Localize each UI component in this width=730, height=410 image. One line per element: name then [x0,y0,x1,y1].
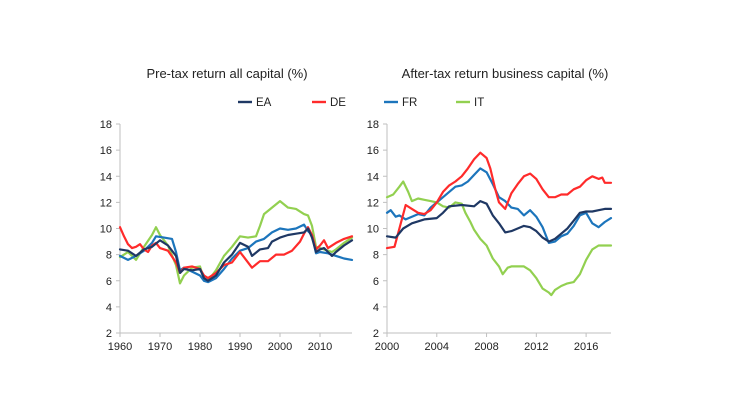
right-series-ea-line [385,200,613,243]
legend-item-de: DE [312,97,346,109]
legend-item-ea: EA [238,97,272,109]
left-y-tick-label: 10 [100,224,112,236]
legend-label-it: IT [474,97,484,109]
right-chart-title: After-tax return business capital (%) [402,66,609,81]
right-y-tick-label: 14 [367,171,379,183]
legend-item-fr: FR [384,97,417,109]
left-series-it-line [118,200,354,285]
right-series-fr-line [385,167,613,244]
right-y-tick-label: 10 [367,224,379,236]
legend-label-de: DE [330,97,346,109]
left-y-tick-label: 6 [106,276,112,288]
right-x-tick-label: 2004 [425,341,449,353]
right-y-tick-label: 18 [367,119,379,131]
right-series-de-line [385,151,613,250]
legend-item-it: IT [456,97,484,109]
left-y-tick-label: 14 [100,171,112,183]
right-y-tick-label: 2 [373,328,379,340]
left-y-tick-label: 16 [100,145,112,157]
right-x-tick-label: 2012 [524,341,548,353]
left-chart-title: Pre-tax return all capital (%) [146,66,307,81]
right-y-tick-label: 8 [373,250,379,262]
left-x-tick-label: 1970 [148,341,172,353]
left-series-fr-line [118,223,354,284]
left-y-tick-label: 12 [100,197,112,209]
left-y-tick-label: 4 [106,302,112,314]
left-x-tick-label: 1990 [228,341,252,353]
right-x-tick-label: 2016 [574,341,598,353]
right-y-tick-label: 6 [373,276,379,288]
right-y-tick-label: 16 [367,145,379,157]
left-y-tick-label: 8 [106,250,112,262]
left-y-tick-label: 2 [106,328,112,340]
left-x-tick-label: 2000 [268,341,292,353]
right-y-tick-label: 4 [373,302,379,314]
right-series-it-line [385,180,613,297]
right-y-tick-label: 12 [367,197,379,209]
left-x-tick-label: 1980 [188,341,212,353]
left-series-ea-line [118,227,354,282]
legend-label-fr: FR [402,97,417,109]
right-x-tick-label: 2000 [375,341,399,353]
left-chart-panel: 2 4 6 8 10 12 14 16 18 1960 1970 1980 1990 2000 2010 [100,119,354,353]
left-y-tick-label: 18 [100,119,112,131]
left-x-tick-label: 1960 [108,341,132,353]
legend: EA DE FR IT [238,97,484,109]
legend-label-ea: EA [256,97,272,109]
left-x-tick-label: 2010 [308,341,332,353]
right-chart-panel: 2 4 6 8 10 12 14 16 18 2000 2004 2008 2012 2016 [367,119,613,353]
right-x-tick-label: 2008 [474,341,498,353]
